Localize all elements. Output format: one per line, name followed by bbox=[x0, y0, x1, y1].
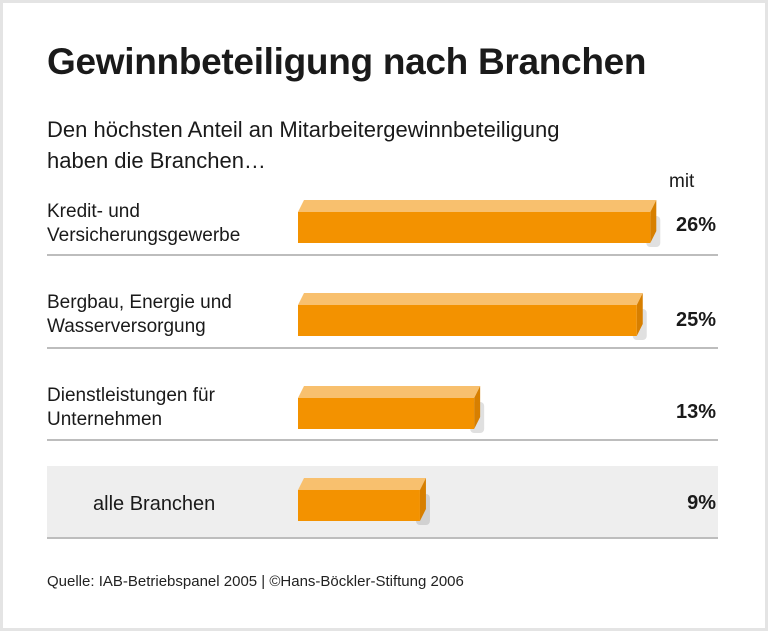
bar-svg bbox=[298, 478, 430, 525]
bar-svg bbox=[298, 200, 661, 247]
column-header: mit bbox=[669, 171, 695, 192]
bar-top-face bbox=[298, 386, 481, 398]
bar bbox=[298, 490, 420, 521]
bar-top-face bbox=[298, 478, 426, 490]
bar-side-face bbox=[650, 200, 657, 243]
bar-svg bbox=[298, 386, 485, 433]
bar bbox=[298, 212, 651, 243]
category-label: Bergbau, Energie und Wasserversorgung bbox=[47, 292, 232, 337]
bar bbox=[298, 398, 475, 429]
value-label: 9% bbox=[687, 492, 716, 514]
bar-svg bbox=[298, 293, 647, 340]
bar-side-face bbox=[636, 293, 643, 336]
value-label: 26% bbox=[675, 214, 716, 236]
category-label: Dienstleistungen für Unternehmen bbox=[47, 385, 215, 430]
bar-row: Dienstleistungen für Unternehmen 13% bbox=[47, 347, 718, 441]
bar-side-face bbox=[419, 478, 426, 521]
bar-side-face bbox=[474, 386, 481, 429]
value-label: 13% bbox=[675, 401, 716, 423]
value-label: 25% bbox=[675, 309, 716, 331]
category-label: alle Branchen bbox=[93, 493, 216, 515]
subtitle-line-1: Den höchsten Anteil an Mitarbeitergewinn… bbox=[47, 117, 560, 142]
bar-row: Bergbau, Energie und Wasserversorgung 25% bbox=[47, 254, 718, 349]
bar-row: Kredit- und Versicherungsgewerbe 26% bbox=[47, 188, 718, 256]
bar-top-face bbox=[298, 293, 643, 305]
subtitle-line-2: haben die Branchen… bbox=[47, 148, 266, 173]
bar bbox=[298, 305, 637, 336]
bar-top-face bbox=[298, 200, 657, 212]
category-label: Kredit- und Versicherungsgewerbe bbox=[47, 201, 241, 246]
source-footer: Quelle: IAB-Betriebspanel 2005 | ©Hans-B… bbox=[47, 573, 464, 590]
chart-title: Gewinnbeteiligung nach Branchen bbox=[47, 41, 647, 82]
total-row: alle Branchen 9% bbox=[47, 466, 718, 539]
